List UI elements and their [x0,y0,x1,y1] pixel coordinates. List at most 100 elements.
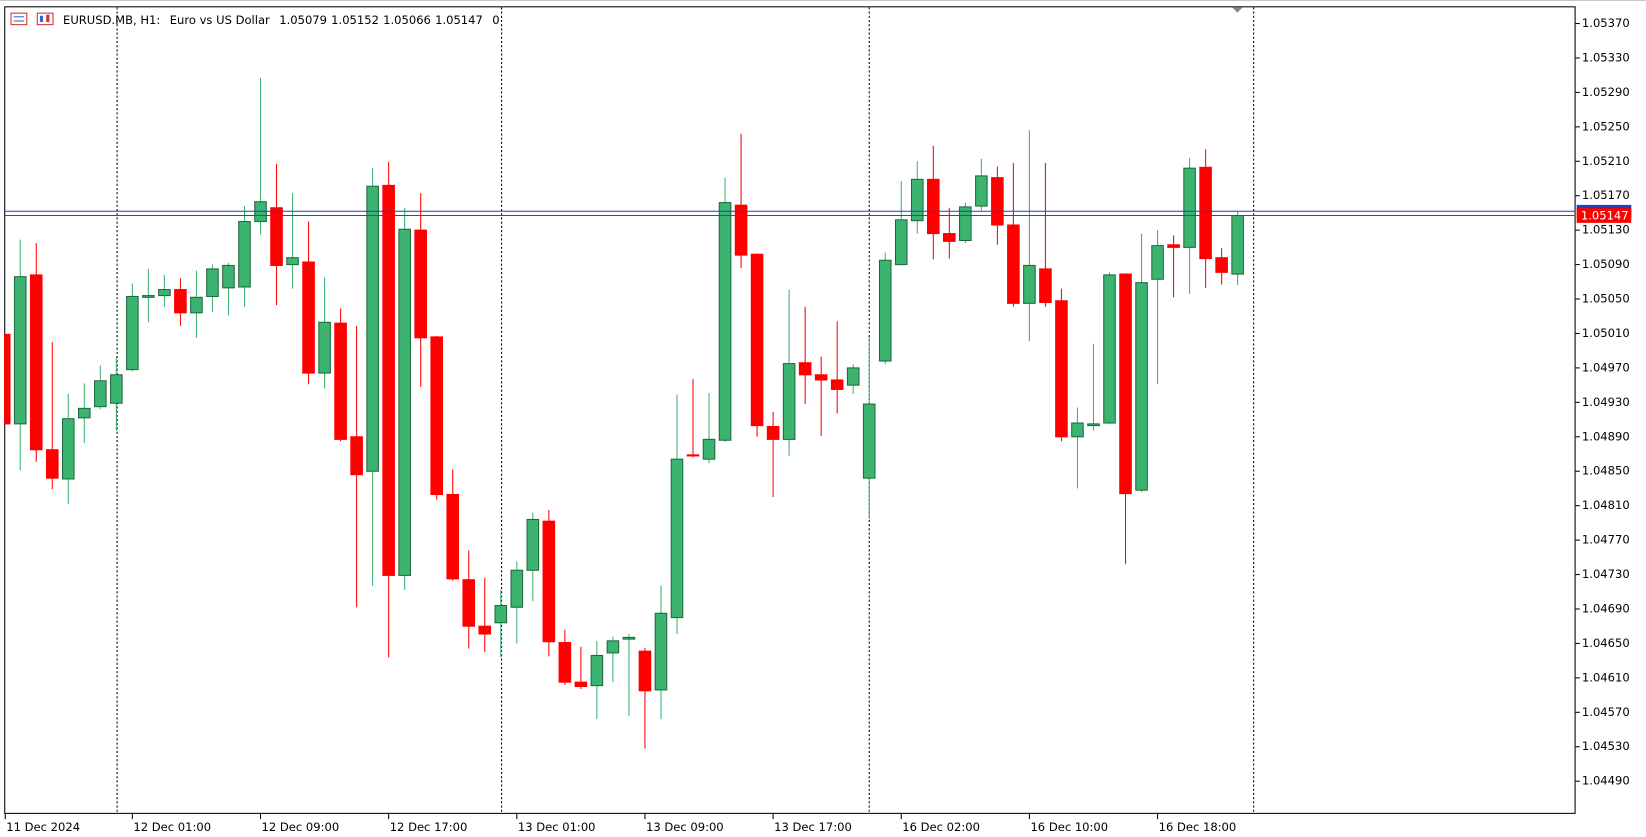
body [366,185,379,472]
body [1151,245,1164,280]
symbol: EURUSD.MB, H1: [63,12,160,26]
body [1199,166,1212,260]
body [878,259,892,362]
body [846,367,860,386]
y-tick-label: 1.04850 [1582,464,1630,478]
body [478,625,492,635]
body [350,436,363,476]
y-tick-label: 1.04650 [1582,636,1630,650]
y-tick-label: 1.04490 [1582,774,1630,788]
body [494,605,508,624]
body [750,253,764,427]
y-tick-label: 1.05170 [1582,188,1630,202]
body [959,206,972,242]
axes: 1.04490 1.04530 1.04570 1.04610 1.04650 1.046… [4,16,1632,834]
y-tick-label: 1.05250 [1582,119,1630,133]
x-tick-label: 12 Dec 17:00 [390,820,468,834]
body [222,264,235,289]
body [1055,300,1068,438]
body [29,274,43,451]
body [302,261,315,374]
body [702,438,716,460]
body [45,449,59,479]
y-tick-label: 1.05050 [1582,292,1630,306]
body [1087,423,1100,427]
body [590,654,604,687]
body [1039,268,1052,304]
y-tick-label: 1.04770 [1582,533,1630,547]
x-tick-label: 16 Dec 10:00 [1030,820,1108,834]
x-tick-label: 12 Dec 01:00 [133,820,211,834]
body [510,569,524,608]
low: 1.05066 [383,12,431,26]
body [558,642,572,683]
body [190,296,203,314]
y-tick-label: 1.05090 [1582,257,1630,271]
header: EURUSD.MB, H1: Euro vs US Dollar 1.05079 1.… [63,12,500,26]
body [782,363,796,440]
bid-label-box [1576,208,1632,223]
body [574,681,588,687]
icon-bar [39,15,44,23]
x-tick-label: 13 Dec 09:00 [646,820,724,834]
description: Euro vs US Dollar [170,12,270,26]
body [238,221,251,288]
body [414,229,427,339]
y-tick-label: 1.05330 [1582,50,1630,64]
body [734,204,748,256]
candles [4,77,1576,749]
info: 0 [492,12,499,26]
y-tick-label: 1.04690 [1582,601,1630,615]
body [174,289,187,314]
y-tick-label: 1.04930 [1582,395,1630,409]
body [718,202,732,441]
body [4,333,11,425]
body [206,268,219,297]
shift-marker [1232,7,1243,13]
body [1071,422,1084,438]
y-tick-label: 1.05130 [1582,223,1630,237]
y-tick-label: 1.04810 [1582,498,1630,512]
body [1167,244,1180,248]
y-tick-label: 1.05290 [1582,85,1630,99]
body [975,175,988,207]
body [862,403,876,479]
body [766,425,780,440]
body [158,289,171,297]
open: 1.05079 [279,12,327,26]
body [270,207,283,266]
body [798,362,812,376]
body [943,233,956,242]
body [686,454,700,457]
body [830,379,844,390]
body [110,374,123,404]
body [1119,273,1132,495]
icon-chart [36,12,54,26]
body [13,276,27,425]
y-tick-label: 1.04610 [1582,670,1630,684]
body [670,458,684,619]
body [926,178,940,235]
x-tick-label: 13 Dec 01:00 [518,820,596,834]
y-tick-label: 1.04970 [1582,360,1630,374]
header-icons [10,12,54,26]
body [430,336,444,495]
body [622,636,636,640]
body [126,295,139,371]
body [382,184,395,576]
x-tick-label: 11 Dec 2024 [6,820,80,834]
body [334,322,347,440]
body [1183,167,1196,248]
body [654,612,668,691]
body [1231,214,1244,275]
body [542,520,556,643]
icon-list [10,12,28,26]
body [991,177,1004,226]
body [1135,282,1148,491]
body [462,579,476,627]
body [1103,274,1116,424]
y-tick-label: 1.05210 [1582,154,1630,168]
